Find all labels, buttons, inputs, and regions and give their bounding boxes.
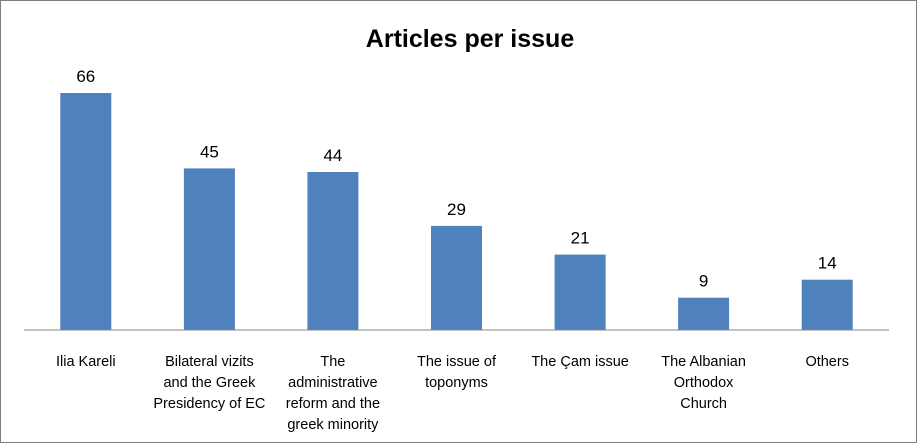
category-label-line: reform and the: [286, 396, 380, 412]
data-label-3: 44: [323, 146, 342, 165]
category-label-4: The issue of toponyms: [417, 354, 497, 391]
bar-2: [183, 168, 235, 330]
data-label-6: 9: [699, 272, 708, 291]
category-label-line: The Çam issue: [531, 354, 629, 370]
chart-title: Articles per issue: [366, 25, 575, 53]
bar-6: [678, 297, 730, 330]
category-label-line: Others: [805, 354, 849, 370]
bar-3: [307, 172, 359, 330]
data-labels-layer: 66 45 44 29 21 9 14: [76, 67, 836, 291]
category-label-3: The administrative reform and the greek min…: [286, 354, 380, 433]
category-label-line: The Albanian: [661, 354, 746, 370]
category-label-line: greek minority: [287, 417, 379, 433]
data-label-2: 45: [200, 142, 219, 161]
category-label-line: The: [320, 354, 345, 370]
bar-4: [431, 225, 482, 330]
bars-layer: [60, 93, 853, 330]
category-label-line: The issue of: [417, 354, 497, 370]
category-label-1: Ilia Kareli: [56, 354, 116, 370]
data-label-5: 21: [571, 229, 590, 248]
category-label-line: Orthodox: [674, 375, 734, 391]
category-label-line: and the Greek: [163, 375, 256, 391]
bar-5: [554, 254, 606, 330]
category-label-2: Bilateral vizits and the Greek Presidency …: [153, 354, 265, 412]
category-label-7: Others: [805, 354, 849, 370]
category-label-line: administrative: [288, 375, 377, 391]
category-label-line: Bilateral vizits: [165, 354, 254, 370]
category-label-line: Ilia Kareli: [56, 354, 116, 370]
data-label-7: 14: [818, 254, 837, 273]
bar-7: [801, 279, 853, 330]
category-label-line: Presidency of EC: [153, 396, 265, 412]
category-label-5: The Çam issue: [531, 354, 629, 370]
category-label-line: Church: [680, 396, 727, 412]
data-label-1: 66: [76, 67, 95, 86]
category-labels-layer: Ilia Kareli Bilateral vizits and the Greek…: [56, 354, 849, 433]
data-label-4: 29: [447, 200, 466, 219]
bar-1: [60, 93, 112, 330]
category-label-line: toponyms: [425, 375, 488, 391]
category-label-6: The Albanian Orthodox Church: [661, 354, 746, 412]
